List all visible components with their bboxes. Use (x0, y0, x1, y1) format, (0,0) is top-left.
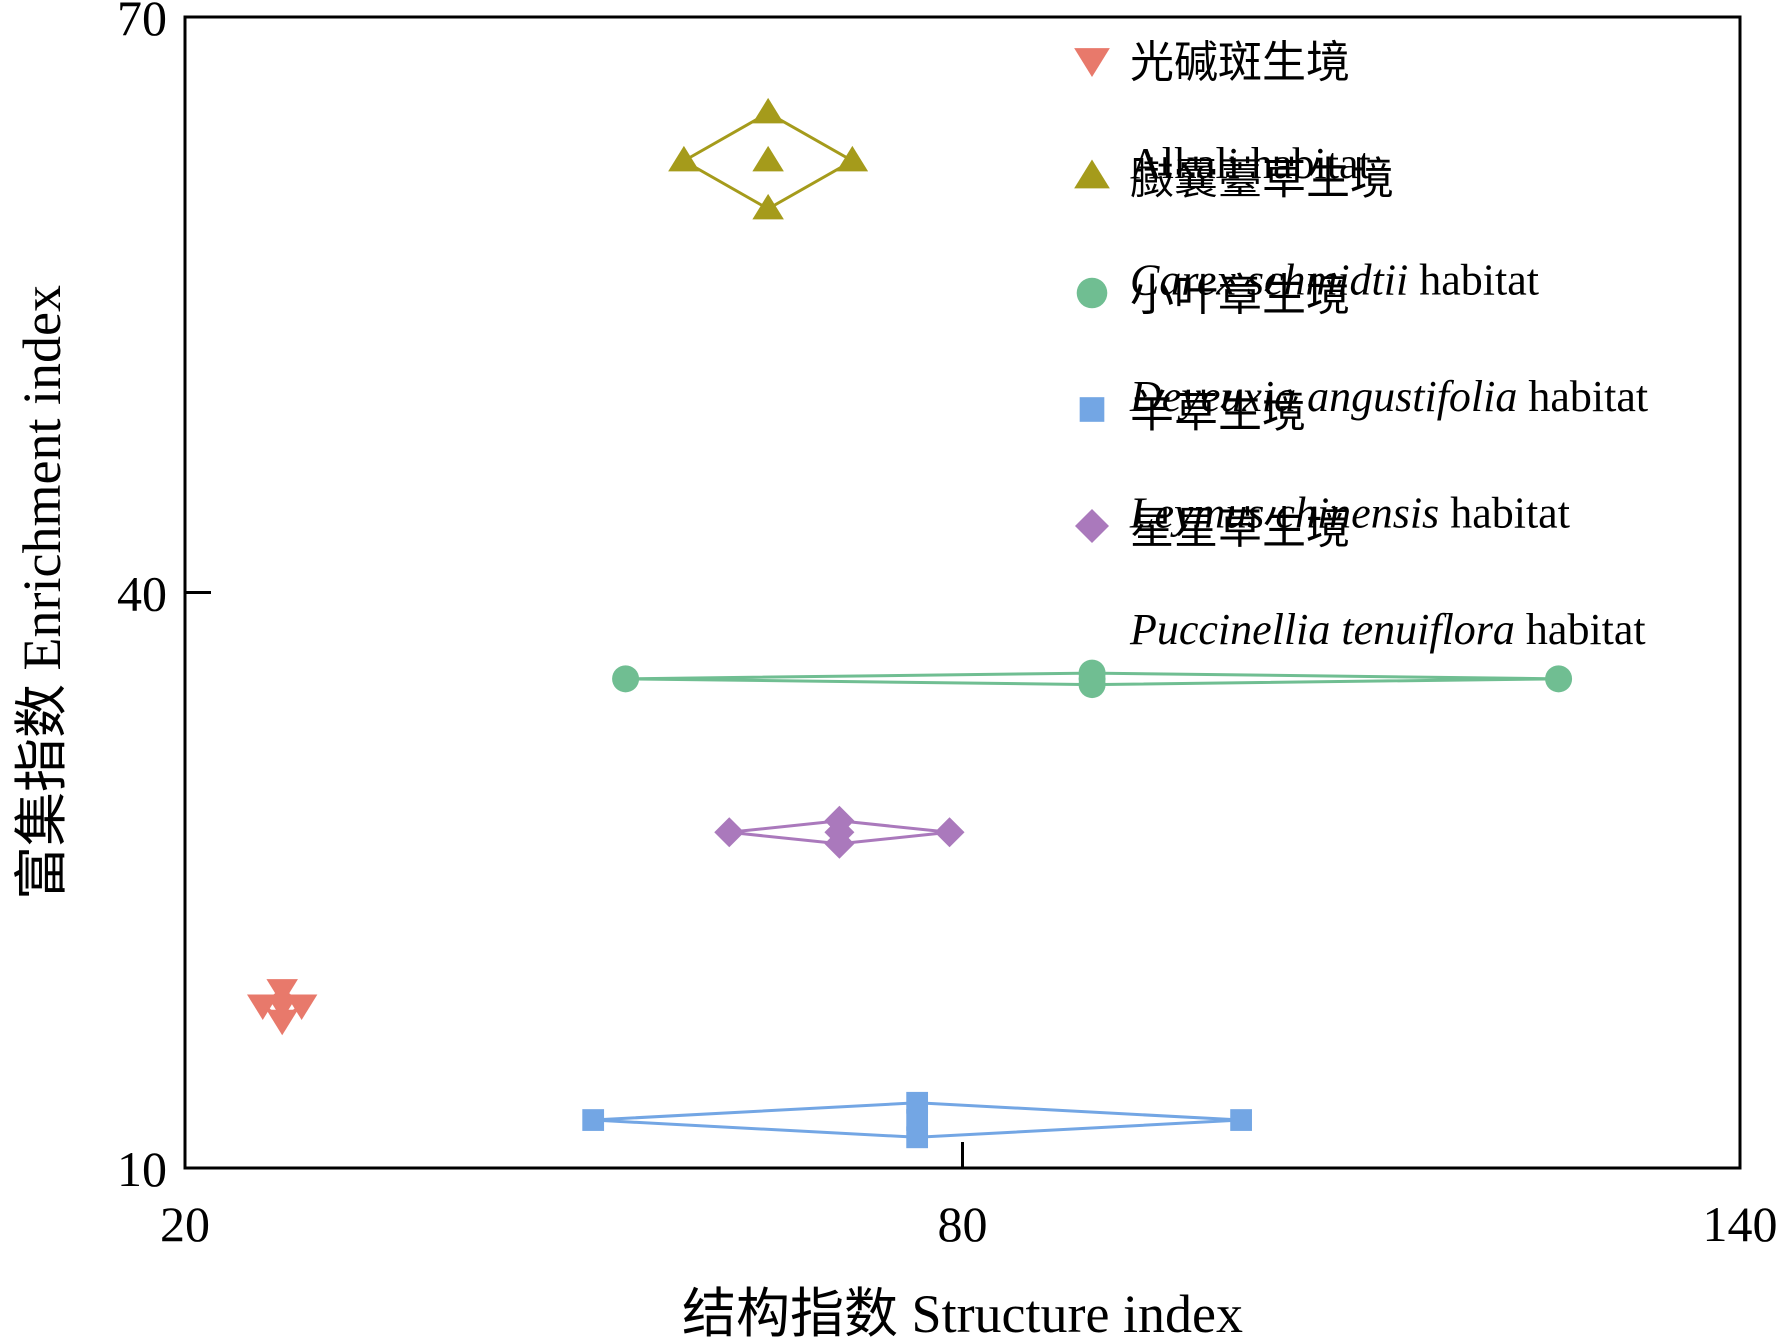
legend-marker-deyeuxia (1076, 277, 1108, 309)
legend-label-en: Leymus chinensis habitat (1129, 489, 1570, 538)
series-carex-point (668, 145, 700, 172)
series-leymus-point (906, 1126, 929, 1149)
legend-label-en: Puccinellia tenuiflora habitat (1129, 605, 1646, 654)
legend-item-deyeuxia: 小叶章生境 Deyeuxia angustifolia habitat (1076, 271, 1648, 421)
legend-label-cn: 光碱斑生境 (1130, 38, 1350, 87)
series-leymus-point (1230, 1109, 1252, 1131)
series-leymus (582, 1091, 1252, 1149)
series-layer (247, 97, 1573, 1149)
legend-item-alkali: 光碱斑生境 Alkali habitat (1074, 38, 1371, 188)
series-carex (668, 97, 869, 220)
x-tick-label: 140 (1703, 1196, 1778, 1252)
legend-label-en: Alkali habitat (1130, 139, 1371, 188)
series-puccinellia-point (714, 817, 745, 848)
series-puccinellia-point (824, 817, 855, 848)
x-axis-title: 结构指数 Structure index (682, 1284, 1243, 1343)
series-leymus-point (906, 1109, 929, 1131)
legend-label-en: Carex schmidtii habitat (1130, 256, 1539, 305)
legend-label-cn: 羊草生境 (1130, 388, 1306, 437)
y-axis-title: 富集指数 Enrichment index (12, 285, 72, 900)
series-carex-point (752, 145, 784, 172)
series-alkali-point (266, 1009, 298, 1036)
x-tick-label: 20 (160, 1196, 210, 1252)
series-carex-point (752, 97, 784, 124)
series-carex-point (752, 193, 784, 220)
y-tick-label: 40 (117, 566, 167, 622)
x-tick-label: 80 (938, 1196, 988, 1252)
legend-item-puccinellia: 星星草生境 Puccinellia tenuiflora habitat (1075, 504, 1646, 654)
legend-marker-carex (1074, 159, 1110, 189)
series-puccinellia-point (934, 817, 965, 848)
series-carex-point (836, 145, 869, 172)
legend-label-en: Deyeuxia angustifolia habitat (1129, 372, 1648, 421)
legend-marker-leymus (1079, 397, 1105, 422)
y-tick-label: 10 (117, 1141, 167, 1197)
legend-item-leymus: 羊草生境 Leymus chinensis habitat (1079, 388, 1570, 538)
series-leymus-point (582, 1109, 605, 1131)
series-alkali (247, 979, 318, 1036)
series-leymus-point (906, 1091, 929, 1114)
legend-marker-puccinellia (1075, 509, 1109, 543)
plot-frame (183, 15, 1742, 1170)
legend-item-carex: 臌囊薹草生境 Carex schmidtii habitat (1074, 155, 1539, 305)
series-deyeuxia (612, 659, 1573, 699)
legend-marker-alkali (1074, 48, 1110, 77)
legend-label-cn: 小叶章生境 (1130, 271, 1350, 320)
series-deyeuxia-point (1545, 665, 1573, 693)
legend-label-cn: 星星草生境 (1130, 504, 1350, 553)
series-deyeuxia-point (612, 665, 640, 693)
y-tick-label: 70 (117, 0, 167, 46)
axes-layer: 20 80 140 10 40 70 结构指数 Structure index 富集指数 En… (12, 0, 1778, 1343)
series-alkali-point (266, 994, 298, 1020)
series-deyeuxia-point (1078, 665, 1106, 693)
legend-label-cn: 臌囊薹草生境 (1130, 155, 1394, 204)
series-alkali-point (266, 979, 298, 1005)
series-puccinellia (714, 805, 965, 859)
